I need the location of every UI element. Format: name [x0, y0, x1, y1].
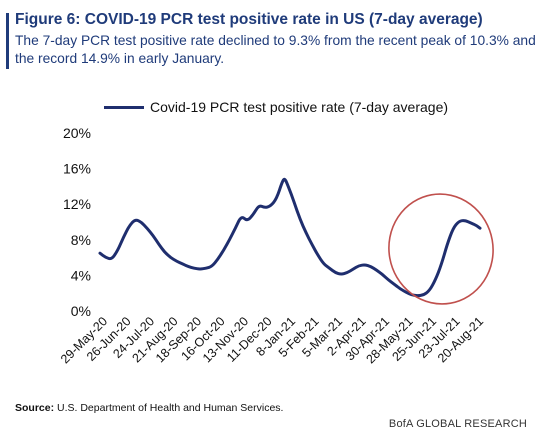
y-tick-label: 8% [71, 232, 91, 248]
source-text: U.S. Department of Health and Human Serv… [57, 402, 284, 414]
legend-label: Covid-19 PCR test positive rate (7-day a… [150, 99, 449, 115]
series-layer [98, 177, 482, 298]
y-tick-label: 4% [71, 267, 91, 283]
x-axis: 29-May-2026-Jun-2024-Jul-2021-Aug-2018-S… [58, 314, 486, 366]
y-tick-label: 0% [71, 303, 91, 319]
legend-line-swatch [104, 105, 144, 109]
figure-title: Figure 6: COVID-19 PCR test positive rat… [15, 11, 483, 28]
annotation-layer [388, 193, 494, 305]
figure-subtitle: The 7-day PCR test positive rate decline… [15, 33, 536, 66]
y-tick-label: 20% [63, 125, 91, 141]
chart-legend: Covid-19 PCR test positive rate (7-day a… [104, 97, 448, 117]
brand-label: BofA GLOBAL RESEARCH [388, 418, 527, 430]
source-note: Source: U.S. Department of Health and Hu… [15, 402, 283, 414]
highlight-ellipse [388, 193, 494, 305]
source-label: Source: [15, 402, 55, 414]
title-accent-bar [6, 13, 9, 69]
y-tick-label: 12% [63, 196, 91, 212]
y-tick-label: 16% [63, 161, 91, 177]
series-line-pcr-positive-rate [98, 177, 482, 298]
y-axis: 0% 4% 8% 12% 16% 20% [63, 125, 91, 319]
